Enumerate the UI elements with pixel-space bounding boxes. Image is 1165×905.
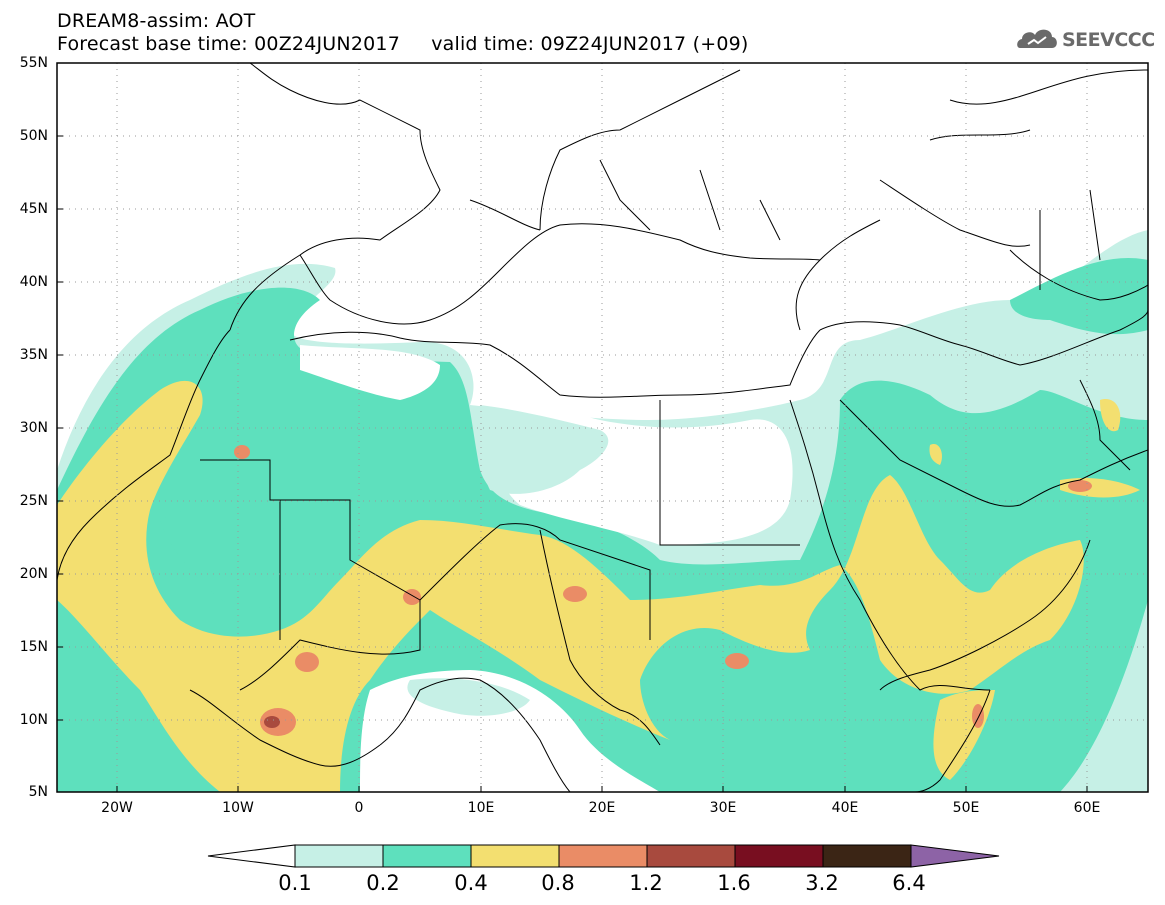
lon-label-60e: 60E bbox=[1073, 800, 1101, 816]
axis-ticks bbox=[57, 62, 1088, 792]
lon-label-20w: 20W bbox=[101, 800, 133, 816]
lon-label-50e: 50E bbox=[952, 800, 980, 816]
aot-contour-1.2-1.6 bbox=[264, 716, 280, 728]
lon-label-30e: 30E bbox=[709, 800, 737, 816]
lat-label-15n: 15N bbox=[19, 639, 48, 655]
lon-label-0: 0 bbox=[354, 800, 364, 816]
lat-label-20n: 20N bbox=[19, 566, 48, 582]
lat-label-10n: 10N bbox=[19, 712, 48, 728]
lat-label-55n: 55N bbox=[19, 55, 48, 71]
colorbar-tick-0.2: 0.2 bbox=[366, 871, 400, 895]
lat-label-40n: 40N bbox=[19, 274, 48, 290]
colorbar-tick-0.1: 0.1 bbox=[278, 871, 312, 895]
colorbar-tick-0.8: 0.8 bbox=[541, 871, 575, 895]
valid-time-label: valid time: 09Z24JUN2017 (+09) bbox=[431, 33, 749, 55]
lon-label-40e: 40E bbox=[831, 800, 859, 816]
lat-label-45n: 45N bbox=[19, 201, 48, 217]
base-time-label: Forecast base time: 00Z24JUN2017 bbox=[57, 33, 400, 55]
seevccc-cloud-logo-icon bbox=[1017, 29, 1057, 48]
seevccc-logo-text: SEEVCCC bbox=[1062, 29, 1155, 51]
aot-contour-inner-light bbox=[407, 405, 609, 716]
lon-label-10e: 10E bbox=[467, 800, 495, 816]
lat-label-25n: 25N bbox=[19, 493, 48, 509]
coastlines-and-borders bbox=[57, 63, 1148, 792]
lat-label-30n: 30N bbox=[19, 420, 48, 436]
lat-label-50n: 50N bbox=[19, 128, 48, 144]
lon-label-20e: 20E bbox=[588, 800, 616, 816]
map-title: DREAM8-assim: AOT bbox=[57, 10, 256, 32]
lat-label-35n: 35N bbox=[19, 347, 48, 363]
colorbar-tick-0.4: 0.4 bbox=[454, 871, 488, 895]
map-subtitle: Forecast base time: 00Z24JUN2017 valid t… bbox=[57, 33, 749, 55]
colorbar-tick-3.2: 3.2 bbox=[805, 871, 839, 895]
colorbar-tick-1.6: 1.6 bbox=[717, 871, 751, 895]
lat-label-5n: 5N bbox=[28, 784, 48, 800]
colorbar-tick-6.4: 6.4 bbox=[892, 871, 926, 895]
colorbar-tick-1.2: 1.2 bbox=[629, 871, 663, 895]
lon-label-10w: 10W bbox=[222, 800, 254, 816]
